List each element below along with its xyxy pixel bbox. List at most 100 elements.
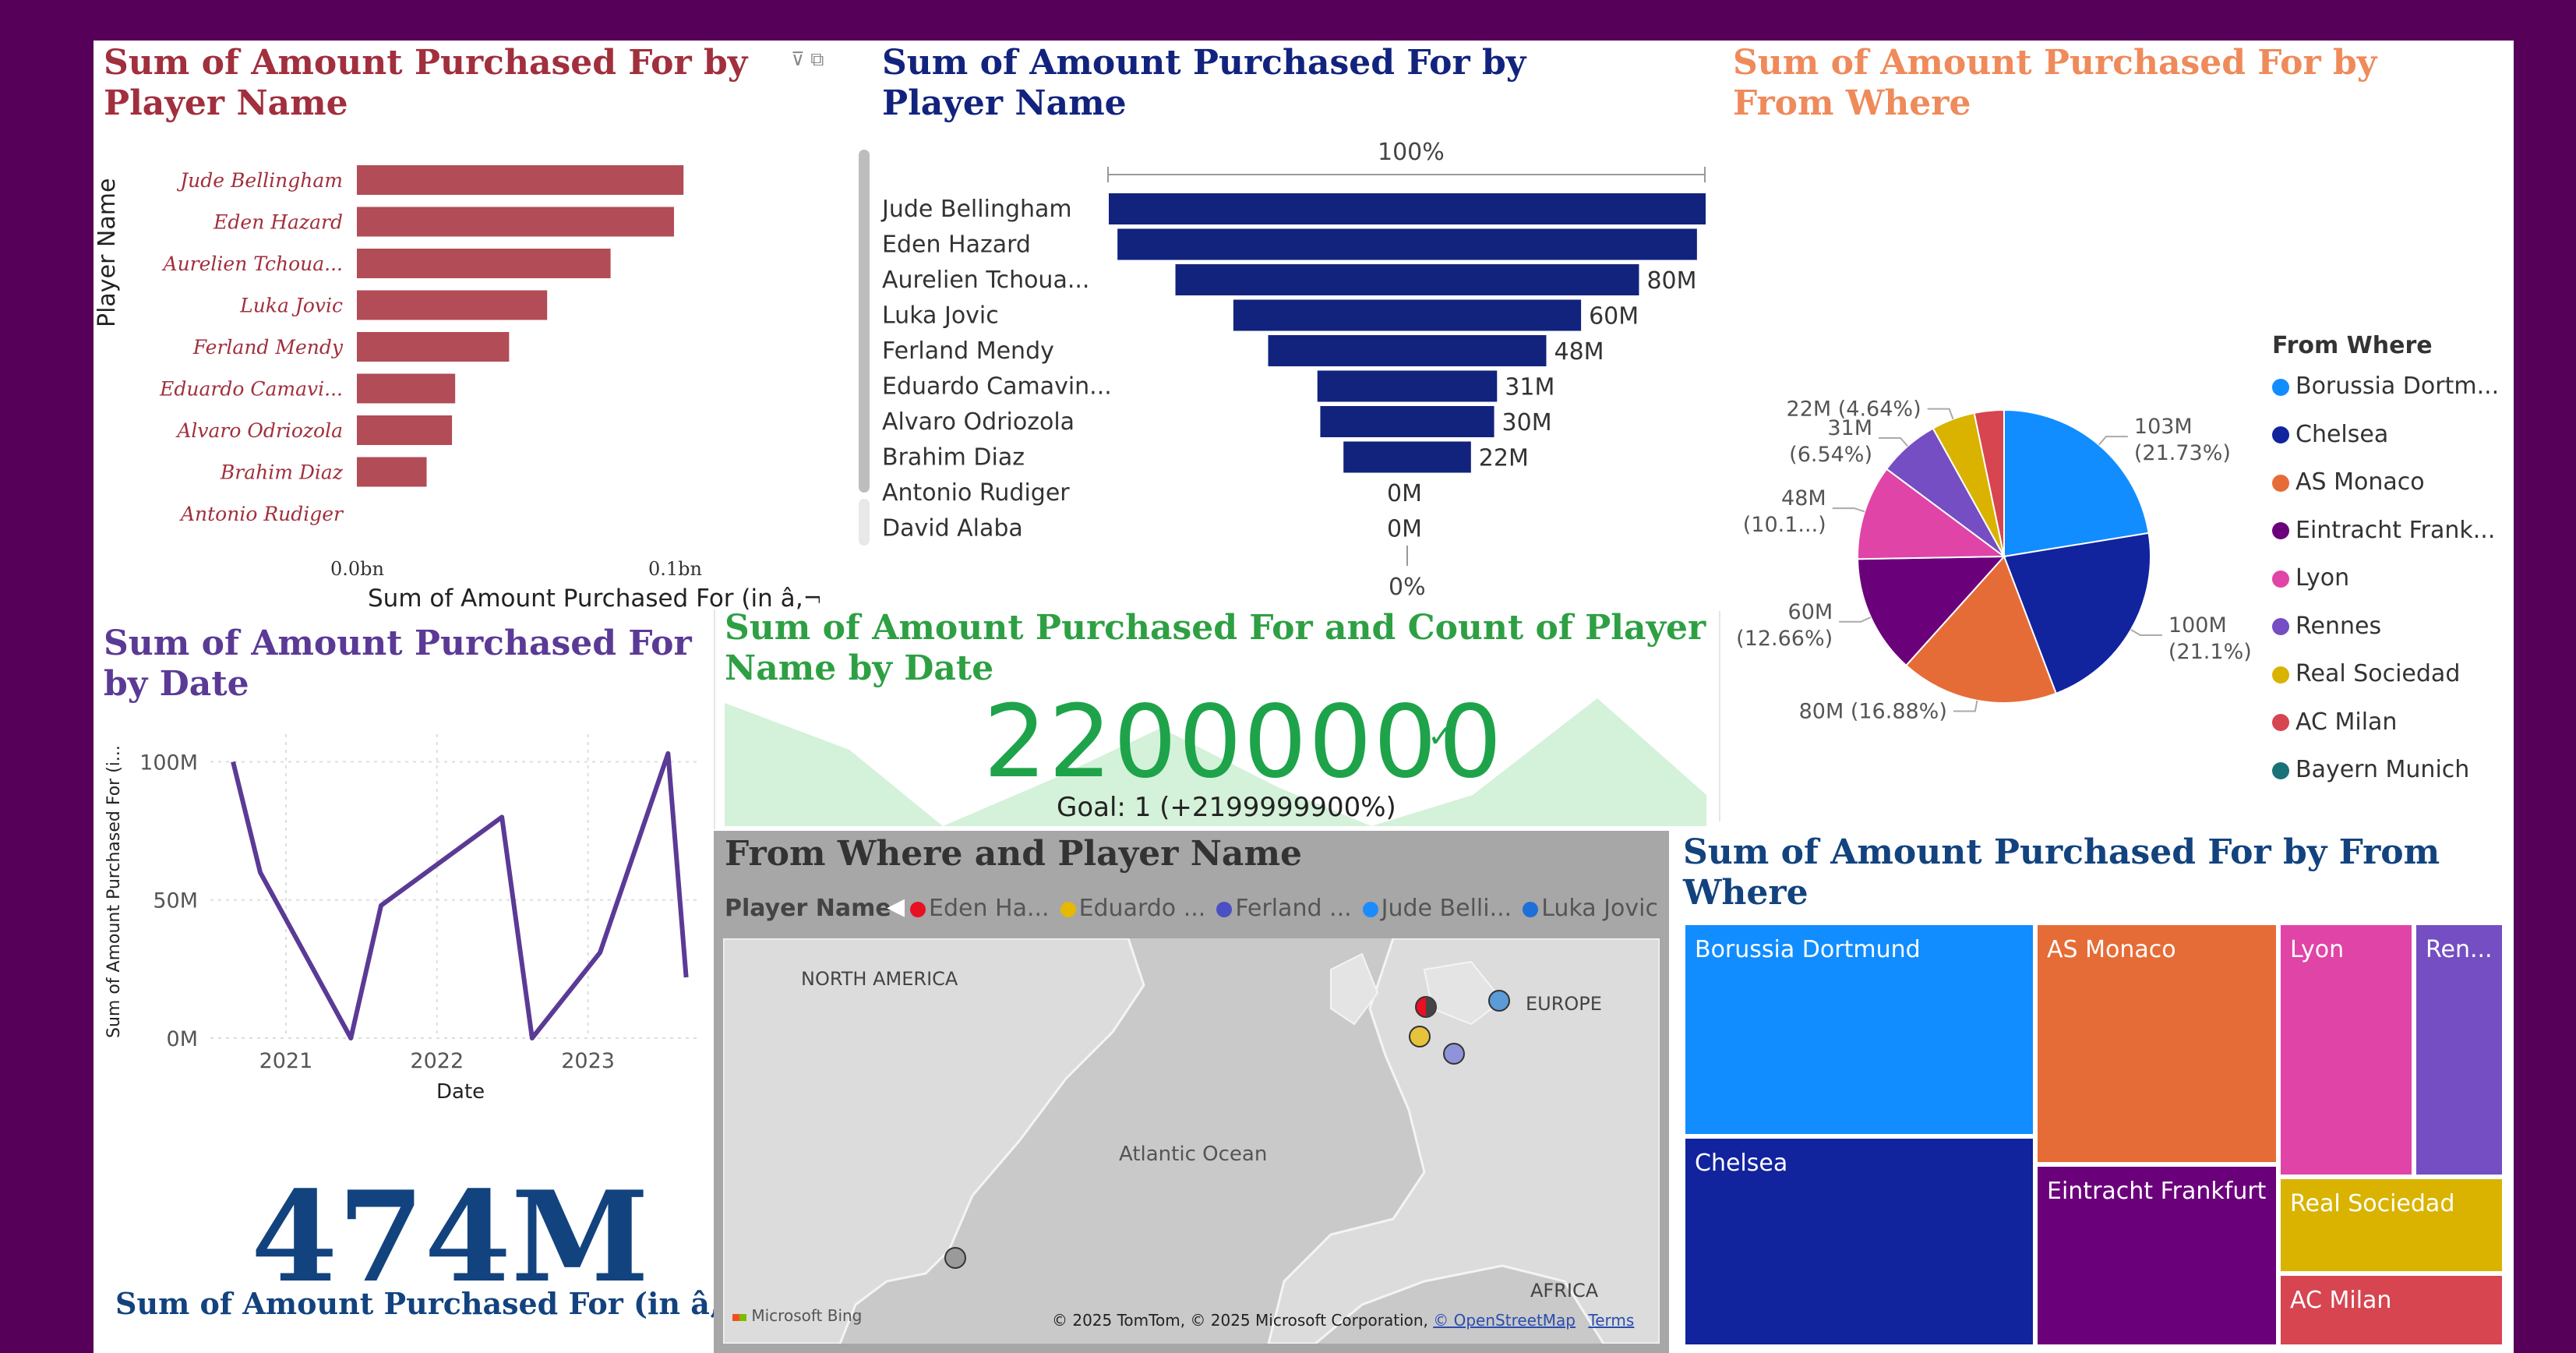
legend-dot-icon: [2272, 426, 2289, 443]
funnel-data-label: 31M: [1505, 374, 1554, 401]
line-xtick: 2023: [561, 1049, 615, 1073]
check-icon: ✓: [1427, 719, 1454, 754]
funnel-bar-2[interactable]: [1175, 264, 1639, 295]
treemap-cell-rennes[interactable]: Ren...: [2414, 923, 2504, 1177]
legend-dot-icon: [910, 901, 926, 917]
pie-data-label: 31M: [1827, 416, 1872, 440]
bar-chart-xlabel: Sum of Amount Purchased For (in â‚¬): [368, 585, 820, 613]
legend-dot-icon: [1523, 901, 1539, 917]
bar-2[interactable]: [357, 249, 611, 278]
pie-slice-1[interactable]: [2003, 532, 2151, 695]
gauge-value: 22000000: [983, 684, 1504, 800]
bar-category-label: Luka Jovic: [239, 295, 343, 317]
treemap-cell-monaco[interactable]: AS Monaco: [2035, 923, 2278, 1164]
line-series[interactable]: [231, 751, 689, 1040]
bar-1[interactable]: [357, 207, 674, 237]
map-legend-item[interactable]: Eden Ha...: [910, 895, 1050, 922]
line-chart-title: Sum of Amount Purchased For by Date: [104, 624, 692, 704]
bar-category-label: Ferland Mendy: [192, 336, 344, 359]
legend-dot-icon: [2272, 570, 2289, 588]
pie-data-label: 48M: [1781, 486, 1826, 510]
bar-5[interactable]: [357, 373, 456, 404]
map-bubbles: [944, 990, 1510, 1269]
funnel-bar-6[interactable]: [1320, 406, 1494, 437]
funnel-bottom-label: 0%: [1389, 574, 1426, 601]
bar-0[interactable]: [357, 165, 684, 195]
map-label-africa: AFRICA: [1530, 1280, 1599, 1302]
treemap-cell-dortmund[interactable]: Borussia Dortmund: [1683, 923, 2035, 1136]
funnel-bar-1[interactable]: [1117, 228, 1697, 260]
funnel-bar-0[interactable]: [1109, 193, 1706, 224]
osm-link[interactable]: © OpenStreetMap: [1433, 1311, 1576, 1330]
bar-6[interactable]: [357, 415, 453, 445]
funnel-data-label: 0M: [1387, 480, 1422, 507]
pie-data-label: (10.1...): [1743, 513, 1826, 537]
pie-legend-item[interactable]: Lyon: [2272, 564, 2499, 613]
bar-4[interactable]: [357, 332, 510, 362]
legend-dot-icon: [2272, 474, 2289, 492]
funnel-category-label: Alvaro Odriozola: [882, 408, 1075, 436]
funnel-bar-7[interactable]: [1343, 441, 1471, 473]
focus-mode-icon[interactable]: ⧉: [810, 48, 824, 70]
visual-header-icons[interactable]: ⊽ ⧉: [791, 48, 838, 70]
line-xtick: 2022: [410, 1049, 464, 1073]
bar-category-label: Eden Hazard: [213, 211, 343, 234]
pie-legend-item[interactable]: AC Milan: [2272, 708, 2499, 757]
bar-3[interactable]: [357, 290, 548, 320]
funnel-bar-4[interactable]: [1268, 335, 1547, 366]
funnel-category-label: David Alaba: [882, 515, 1023, 542]
funnel-bar-5[interactable]: [1317, 370, 1498, 402]
pie-legend-item[interactable]: AS Monaco: [2272, 468, 2499, 517]
pie-legend-item[interactable]: Bayern Munich: [2272, 756, 2499, 804]
pie-data-label: (6.54%): [1789, 443, 1872, 467]
kpi-label: Sum of Amount Purchased For (in â‚¬): [115, 1286, 759, 1321]
map-legend-item[interactable]: Eduardo ...: [1060, 895, 1205, 922]
terms-link[interactable]: Terms: [1588, 1311, 1635, 1330]
map-visual[interactable]: From Where and Player Name Player Name ◀…: [714, 831, 1669, 1353]
treemap-cell-frankfurt[interactable]: Eintracht Frankfurt: [2035, 1164, 2278, 1347]
map-copyright: © 2025 TomTom, © 2025 Microsoft Corporat…: [1052, 1311, 1635, 1330]
funnel-category-label: Antonio Rudiger: [882, 479, 1070, 507]
legend-dot-icon: [2272, 378, 2289, 396]
treemap-cell-lyon[interactable]: Lyon: [2278, 923, 2414, 1177]
filter-icon[interactable]: ⊽: [791, 48, 805, 70]
funnel-scroll-track[interactable]: [859, 499, 870, 546]
pie-slice-7[interactable]: [1973, 408, 2005, 557]
funnel-data-label: 80M: [1646, 267, 1696, 295]
map-legend-item[interactable]: Luka Jovic: [1523, 895, 1658, 922]
pie-legend-item[interactable]: Rennes: [2272, 613, 2499, 661]
bar-chart-svg: Jude Bellingham Eden Hazard Aurelien Tchou…: [159, 165, 684, 525]
treemap-cell-real-sociedad[interactable]: Real Sociedad: [2278, 1177, 2504, 1274]
legend-prev-icon[interactable]: ◀: [887, 893, 905, 920]
treemap-cell-chelsea[interactable]: Chelsea: [1683, 1136, 2035, 1347]
bar-chart-xtick-0: 0.0bn: [330, 558, 384, 580]
funnel-bar-3[interactable]: [1233, 299, 1582, 331]
pie-legend-item[interactable]: Borussia Dortm...: [2272, 373, 2499, 421]
funnel-svg: Jude Bellingham Eden Hazard Aurelien Tchou…: [880, 167, 1706, 566]
pie-data-label: 22M (4.64%): [1787, 397, 1921, 422]
pie-slice-3[interactable]: [1857, 555, 2006, 667]
pie-legend-item[interactable]: Eintracht Frank...: [2272, 517, 2499, 565]
map-legend: Eden Ha... Eduardo ... Ferland ... Jude Bel…: [910, 895, 1669, 922]
funnel-scrollbar[interactable]: [859, 150, 870, 493]
legend-dot-icon: [2272, 761, 2289, 779]
bar-category-label: Alvaro Odriozola: [175, 419, 343, 442]
map-title: From Where and Player Name: [725, 834, 1302, 874]
pie-slice-2[interactable]: [1904, 555, 2058, 704]
treemap-cell-ac-milan[interactable]: AC Milan: [2278, 1274, 2504, 1347]
legend-dot-icon: [1362, 901, 1378, 917]
funnel-title: Sum of Amount Purchased For by Player Na…: [882, 43, 1526, 123]
pie-legend-item[interactable]: Real Sociedad: [2272, 660, 2499, 708]
bar-7[interactable]: [357, 457, 427, 487]
map-legend-item[interactable]: Jude Belli...: [1362, 895, 1512, 922]
map-label-north-america: NORTH AMERICA: [801, 968, 958, 990]
pie-slice-0[interactable]: [2003, 408, 2150, 558]
pie-slice-4[interactable]: [1857, 468, 2006, 560]
map-legend-item[interactable]: Ferland ...: [1216, 895, 1352, 922]
funnel-category-label: Brahim Diaz: [882, 444, 1025, 472]
funnel-category-label: Eden Hazard: [882, 231, 1031, 259]
line-xtick: 2021: [259, 1049, 313, 1073]
funnel-category-label: Ferland Mendy: [882, 337, 1054, 365]
pie-legend-item[interactable]: Chelsea: [2272, 421, 2499, 469]
bar-category-label: Brahim Diaz: [220, 461, 344, 484]
